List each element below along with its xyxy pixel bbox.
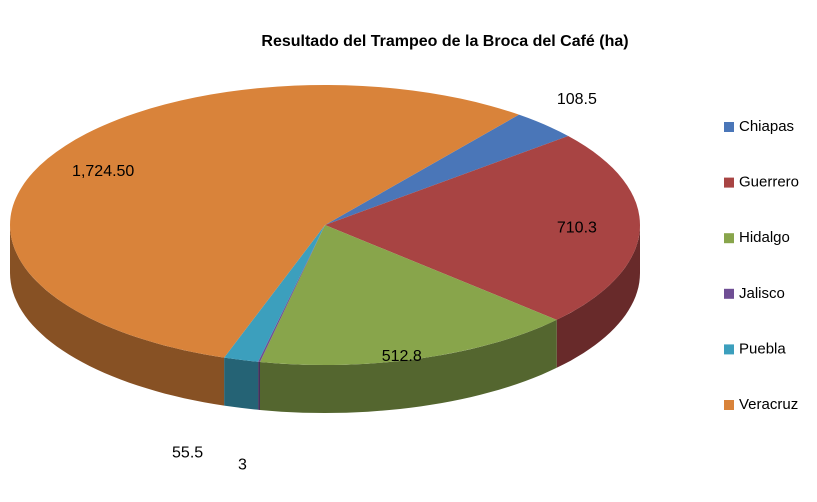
- data-label: 710.3: [557, 219, 597, 236]
- slice: [10, 85, 519, 358]
- legend-label: Veracruz: [739, 396, 798, 413]
- legend-label: Guerrero: [739, 174, 799, 191]
- data-label: 55.5: [172, 444, 203, 461]
- data-label: 3: [238, 457, 247, 474]
- legend-label: Jalisco: [739, 285, 785, 302]
- slice: [258, 225, 325, 362]
- legend-swatch: [724, 122, 734, 132]
- legend-label: Chiapas: [739, 118, 794, 135]
- slice-side: [258, 361, 260, 410]
- slice: [259, 225, 557, 365]
- slice-side: [260, 319, 557, 413]
- legend-label: Puebla: [739, 340, 786, 357]
- data-label: 512.8: [382, 348, 422, 365]
- slice: [224, 225, 325, 362]
- legend-swatch: [724, 177, 734, 188]
- legend-swatch: [724, 288, 734, 299]
- data-label: 108.5: [557, 91, 597, 108]
- slice: [325, 114, 569, 225]
- legend-swatch: [724, 400, 734, 410]
- legend-label: Hidalgo: [739, 229, 790, 246]
- slice-side: [224, 357, 259, 410]
- data-label: 1,724.50: [72, 163, 134, 180]
- legend-swatch: [724, 233, 734, 244]
- slice: [325, 136, 641, 320]
- legend-swatch: [724, 344, 734, 355]
- slice-side: [556, 225, 640, 368]
- slice-side: [10, 225, 225, 406]
- chart-title: Resultado del Trampeo de la Broca del Ca…: [261, 33, 628, 50]
